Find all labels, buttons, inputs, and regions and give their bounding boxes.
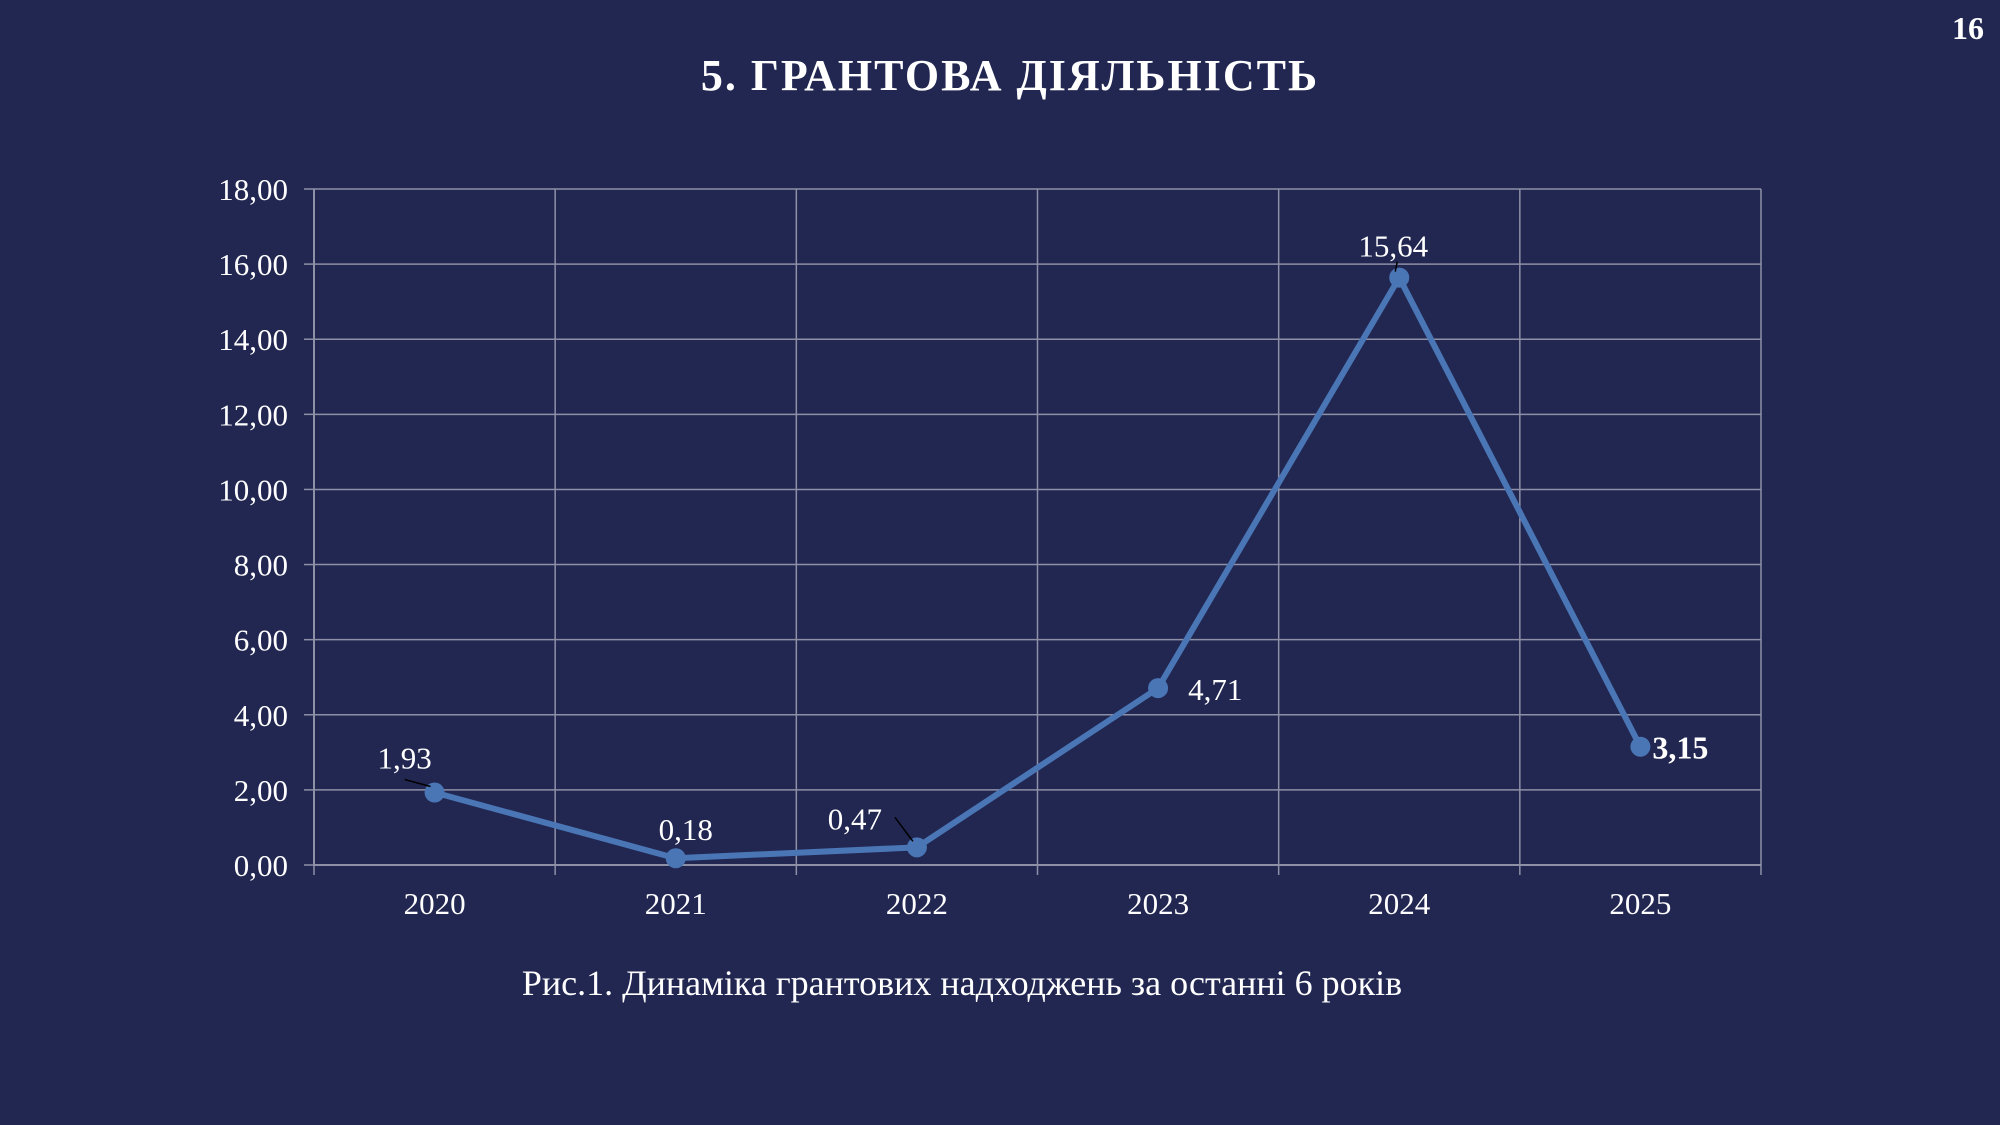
x-tick-label: 2024: [1368, 886, 1431, 921]
x-tick-label: 2021: [645, 886, 707, 921]
data-label: 0,18: [659, 812, 713, 847]
label-leader-line: [894, 816, 914, 842]
y-tick-label: 8,00: [234, 548, 288, 583]
data-point: [1148, 678, 1169, 699]
label-leader-line: [404, 778, 431, 788]
y-tick-label: 14,00: [218, 322, 288, 357]
data-label: 15,64: [1358, 229, 1428, 264]
y-tick-label: 4,00: [234, 698, 288, 733]
x-tick-label: 2025: [1609, 886, 1671, 921]
chart-data-labels: 1,93 0,18 0,47 4,71 15,64 3,15: [377, 229, 1708, 848]
series-line: [431, 274, 1644, 862]
chart-axes: 0,00 2,00 4,00 6,00 8,00 10,00 12,00 14,00 16,00…: [218, 172, 1762, 921]
label-leader-line: [1394, 261, 1398, 272]
y-tick-label: 6,00: [234, 623, 288, 658]
y-tick-label: 18,00: [218, 172, 288, 207]
y-tick-label: 16,00: [218, 247, 288, 282]
data-point: [906, 837, 927, 858]
data-label: 0,47: [828, 801, 882, 836]
data-label: 3,15: [1652, 730, 1708, 766]
data-point: [424, 782, 445, 803]
page-number: 16: [1952, 10, 1984, 46]
x-tick-label: 2022: [886, 886, 948, 921]
y-tick-label: 0,00: [234, 848, 288, 883]
x-tick-label: 2023: [1127, 886, 1189, 921]
y-tick-label: 10,00: [218, 472, 288, 507]
slide-title: 5. ГРАНТОВА ДІЯЛЬНІСТЬ: [700, 51, 1320, 100]
figure-caption: Рис.1. Динаміка грантових надходжень за …: [521, 963, 1403, 1003]
data-point: [1389, 267, 1410, 288]
y-tick-label: 2,00: [234, 773, 288, 808]
x-tick-label: 2020: [404, 886, 466, 921]
chart-series: [424, 267, 1651, 869]
data-point: [1630, 736, 1651, 757]
chart-grid: [313, 188, 1762, 866]
data-point: [665, 848, 686, 869]
y-tick-label: 12,00: [218, 397, 288, 432]
data-label: 4,71: [1188, 672, 1242, 707]
data-label: 1,93: [377, 741, 431, 776]
